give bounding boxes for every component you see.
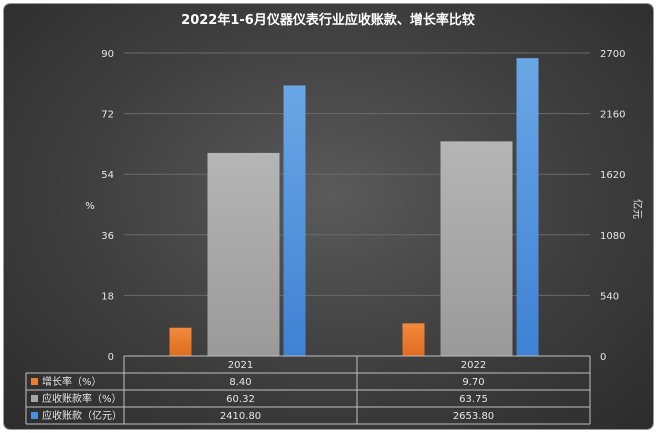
left-tick-label: 0	[108, 352, 114, 363]
data-label: 60.32	[226, 394, 255, 405]
right-tick-label: 2160	[600, 110, 625, 121]
legend-swatch	[31, 395, 38, 402]
data-table: 2021 2022 增长率（%） 8.40 9.70 应收账款率（%） 60.32 63.75…	[25, 355, 591, 425]
right-axis-label: 亿元	[631, 199, 644, 219]
axes: 0 18 36 54 72 90 0 540 1080 1620 2160 2700	[101, 49, 625, 363]
bar-2021-series-2	[283, 85, 306, 357]
data-label: 9.70	[462, 377, 484, 388]
legend-entry: 应收账款（亿元）	[42, 409, 122, 422]
legend-entry: 应收账款率（%）	[42, 392, 122, 405]
right-tick-label: 540	[600, 291, 619, 302]
data-label: 2410.80	[220, 411, 261, 422]
left-tick-label: 72	[101, 110, 114, 121]
right-tick-label: 1080	[600, 231, 625, 242]
chart-container: 2022年1-6月仪器仪表行业应收账款、增长率比较 0 18 36 54 72 90 0 54…	[4, 4, 653, 429]
left-axis-label: %	[85, 201, 95, 212]
left-tick-label: 90	[101, 49, 114, 60]
left-tick-label: 54	[101, 170, 114, 181]
left-tick-label: 36	[101, 231, 114, 242]
legend-swatch	[31, 412, 38, 419]
chart-svg: 2022年1-6月仪器仪表行业应收账款、增长率比较 0 18 36 54 72 90 0 54…	[25, 12, 644, 425]
left-tick-label: 18	[101, 291, 114, 302]
legend-swatch	[31, 378, 38, 385]
bar-2021-series-0	[169, 327, 192, 356]
category-label: 2022	[461, 360, 486, 371]
chart-title: 2022年1-6月仪器仪表行业应收账款、增长率比较	[181, 12, 475, 28]
legend-entry: 增长率（%）	[42, 375, 102, 388]
data-label: 2653.80	[453, 411, 494, 422]
bar-2022-series-0	[402, 323, 425, 356]
right-tick-label: 0	[600, 352, 606, 363]
right-tick-label: 1620	[600, 170, 625, 181]
bars	[169, 58, 539, 357]
bar-2022-series-1	[440, 141, 513, 356]
right-tick-label: 2700	[600, 49, 625, 60]
data-label: 63.75	[459, 394, 488, 405]
category-label: 2021	[228, 360, 253, 371]
data-label: 8.40	[229, 377, 251, 388]
bar-2021-series-1	[207, 152, 280, 356]
bar-2022-series-2	[516, 58, 539, 357]
